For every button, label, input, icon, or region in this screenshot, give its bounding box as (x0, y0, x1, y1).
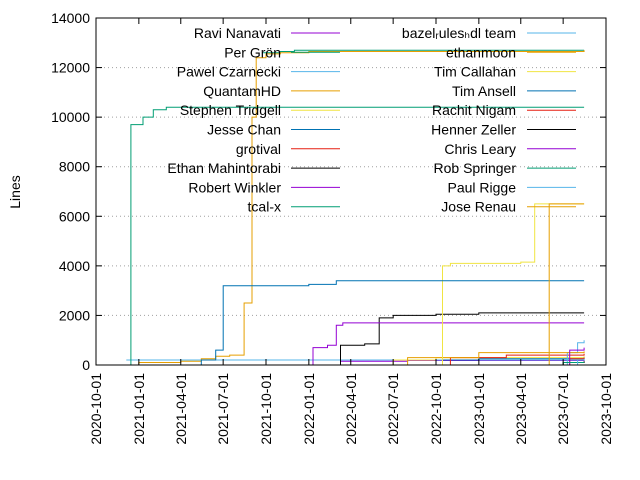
legend-label: Jesse Chan (207, 122, 281, 138)
grid (96, 67, 606, 316)
legend-label: Rob Springer (434, 160, 517, 176)
legend-label: Robert Winkler (188, 179, 281, 195)
legend-label: Pawel Czarnecki (177, 64, 281, 80)
series-line (124, 106, 585, 366)
legend-label: tcal-x (248, 199, 281, 215)
y-tick-label: 14000 (51, 10, 90, 26)
series-line (338, 360, 585, 366)
legend-label: Henner Zeller (431, 122, 516, 138)
legend-label: QuantamHD (203, 83, 281, 99)
series-line (308, 322, 585, 366)
x-tick-label: 2022-04-01 (343, 373, 359, 445)
legend-label: Stephen Tridgell (180, 102, 281, 118)
x-tick-label: 2022-01-01 (301, 373, 317, 445)
series-line (549, 361, 585, 366)
axes: 0 2000 4000 6000 8000 10000 12000 14000 2020-10-… (51, 10, 614, 445)
y-tick-label: 0 (82, 357, 90, 373)
y-tick-label: 10000 (51, 109, 90, 125)
legend-label: Paul Rigge (448, 179, 517, 195)
y-tick-label: 6000 (59, 208, 90, 224)
x-tick-label: 2021-04-01 (173, 373, 189, 445)
x-tick-label: 2021-01-01 (131, 373, 147, 445)
y-tick-label: 4000 (59, 258, 90, 274)
series-line (436, 203, 585, 366)
y-tick-label: 12000 (51, 60, 90, 76)
series-line (336, 312, 585, 366)
x-tick-label: 2023-01-01 (471, 373, 487, 445)
series-line (393, 351, 585, 366)
legend-label: Tim Ansell (452, 83, 516, 99)
x-tick-label: 2023-07-01 (555, 373, 571, 445)
legend-label: Chris Leary (444, 141, 516, 157)
y-tick-label: 2000 (59, 307, 90, 323)
x-tick-label: 2020-10-01 (88, 373, 104, 445)
x-tick-label: 2022-07-01 (385, 373, 401, 445)
y-tick-label: 8000 (59, 159, 90, 175)
legend-label: Ravi Nanavati (194, 25, 281, 41)
legend-label: Tim Callahan (434, 64, 516, 80)
series-line (436, 353, 585, 366)
x-tick-label: 2021-07-01 (215, 373, 231, 445)
legend-label: bazelᵣulesₕdl team (402, 25, 516, 41)
legend-label: Rachit Nigam (432, 102, 516, 118)
x-tick-label: 2023-10-01 (598, 373, 614, 445)
series-line (534, 203, 585, 366)
series-layer (124, 49, 585, 366)
y-axis-label: Lines (7, 175, 23, 208)
legend-label: ethanmoon (446, 44, 516, 60)
legend: Ravi Nanavati Per Grön Pawel Czarnecki Quan… (167, 25, 576, 215)
legend-label: Per Grön (224, 44, 281, 60)
x-tick-label: 2023-04-01 (513, 373, 529, 445)
series-line (263, 49, 585, 54)
legend-label: Jose Renau (441, 199, 516, 215)
series-line (422, 357, 585, 366)
legend-label: grotival (236, 141, 281, 157)
series-line (124, 280, 585, 366)
x-tick-label: 2021-10-01 (258, 373, 274, 445)
legend-label: Ethan Mahintorabi (167, 160, 281, 176)
x-tick-label: 2022-10-01 (428, 373, 444, 445)
